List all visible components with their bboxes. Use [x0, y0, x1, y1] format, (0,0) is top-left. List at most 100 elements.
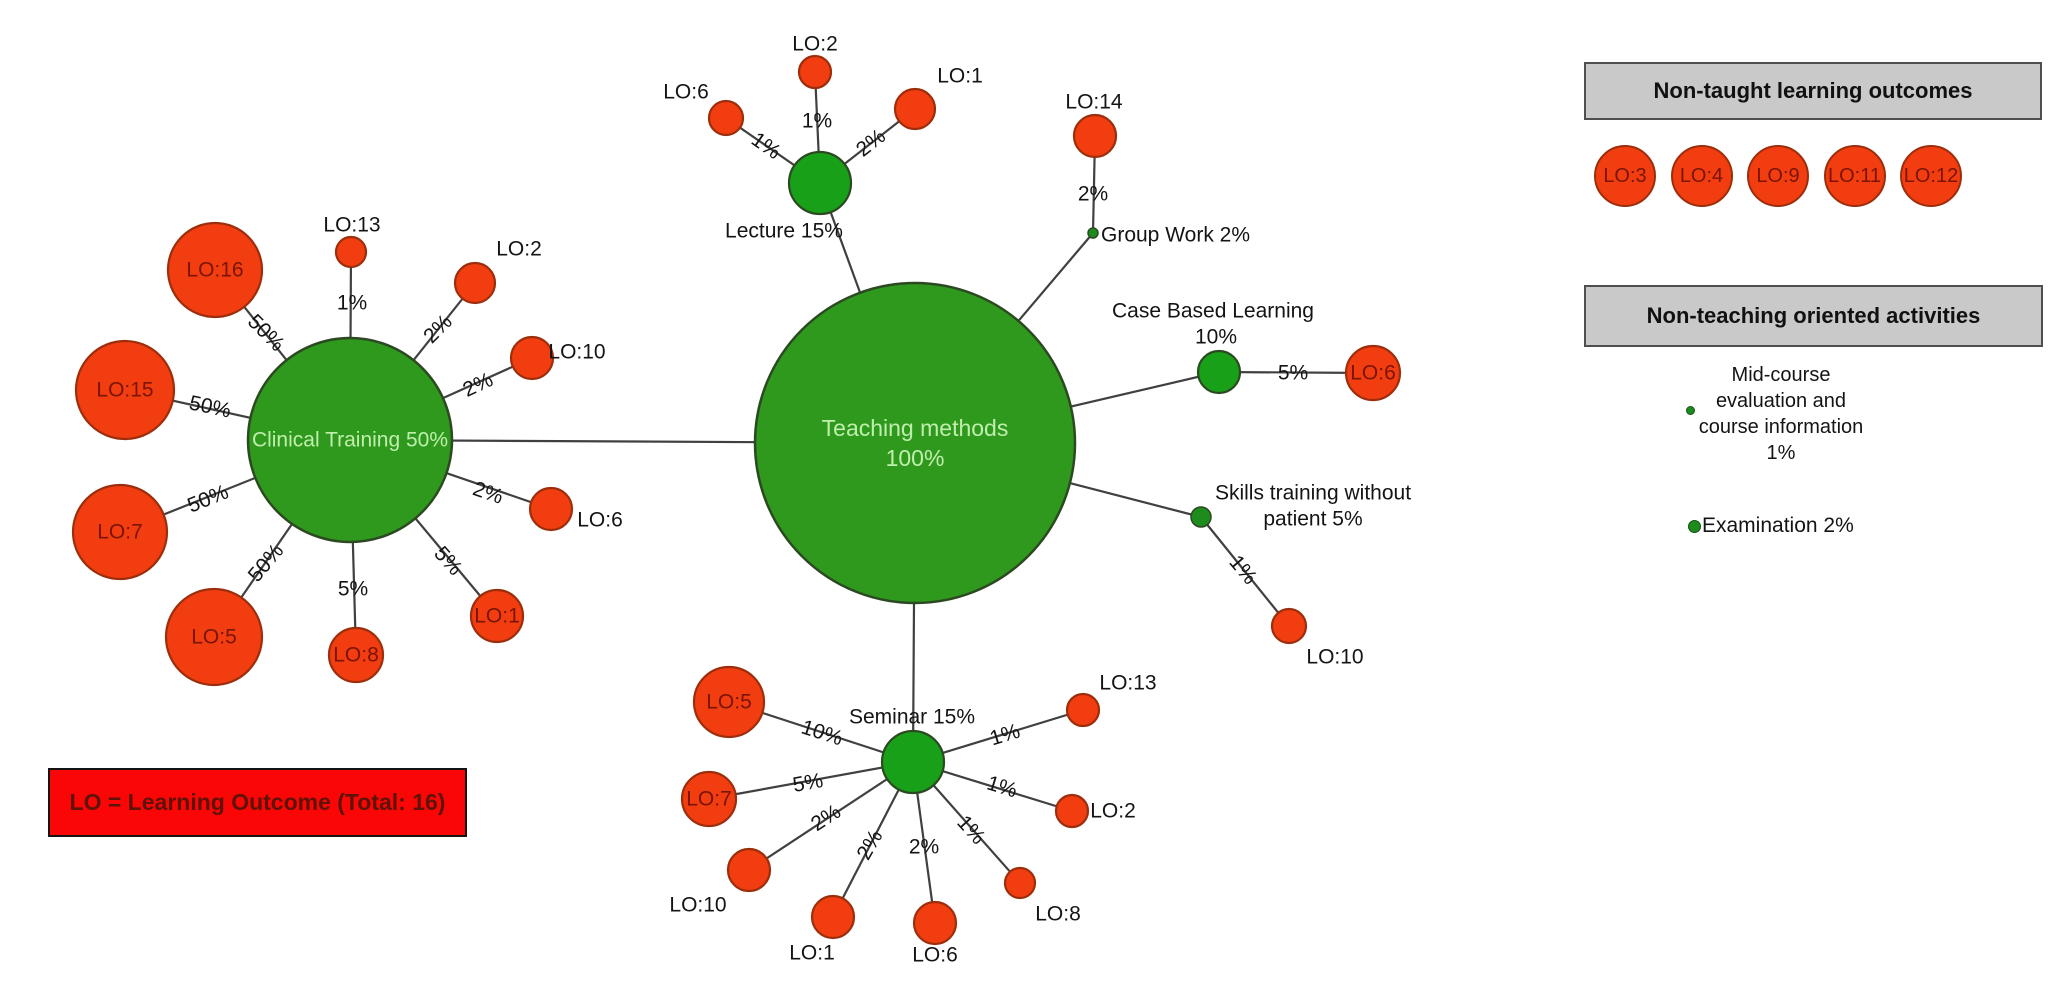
node-c5 — [164, 587, 264, 687]
node-se6 — [912, 900, 958, 946]
edge-label-clinical-c7: 50% — [184, 480, 232, 517]
floating-label: LO:13 — [1099, 672, 1156, 695]
floating-label: Group Work 2% — [1101, 224, 1250, 247]
node-l6 — [707, 99, 745, 137]
non-taught-lo-chip: LO:11 — [1823, 145, 1886, 207]
examination-label: Examination 2% — [1702, 514, 1854, 537]
edge-label-case-cb6: 5% — [1278, 362, 1308, 385]
floating-label: 10% — [1195, 326, 1237, 349]
node-c7 — [71, 483, 169, 581]
edge-label-clinical-c6: 2% — [470, 477, 506, 509]
floating-label: patient 5% — [1263, 508, 1362, 531]
node-label-c1: LO:1 — [474, 605, 520, 628]
node-label-clinical: Clinical Training 50% — [252, 429, 448, 452]
edge-label-group-g14: 2% — [1078, 183, 1108, 206]
non-taught-lo-chip: LO:9 — [1747, 145, 1809, 207]
edge-label-seminar-se2: 1% — [984, 772, 1020, 803]
floating-label: LO:1 — [937, 65, 983, 88]
floating-label: LO:2 — [792, 33, 838, 56]
node-c6 — [528, 486, 574, 532]
node-lecture — [787, 150, 853, 216]
mid-course-line: course information — [1698, 416, 1864, 438]
floating-label: LO:10 — [1306, 646, 1363, 669]
floating-label: LO:14 — [1065, 91, 1123, 114]
floating-label: LO:13 — [323, 214, 380, 237]
node-se2 — [1054, 793, 1090, 829]
node-label-se5: LO:5 — [706, 691, 752, 714]
edge-label-seminar-se13: 1% — [987, 720, 1023, 751]
floating-label: Skills training without — [1215, 482, 1411, 505]
edge-label-seminar-se7: 5% — [791, 769, 825, 797]
edge-label-clinical-c2: 2% — [419, 310, 457, 348]
node-c10 — [509, 335, 555, 381]
node-se7 — [680, 770, 738, 828]
edge-label-lecture-l6: 1% — [747, 128, 785, 164]
floating-label: LO:2 — [1090, 800, 1136, 823]
node-label-c15: LO:15 — [96, 379, 153, 402]
node-l1 — [893, 87, 937, 131]
node-label-c5: LO:5 — [191, 626, 237, 649]
edge-label-seminar-se1: 2% — [852, 826, 887, 864]
node-c2 — [453, 261, 497, 305]
edge-label-clinical-c15: 50% — [187, 391, 233, 422]
mid-course-line: 1% — [1766, 442, 1796, 464]
node-label-c7: LO:7 — [97, 521, 143, 544]
node-c15 — [74, 339, 176, 441]
non-taught-lo-chip: LO:3 — [1594, 145, 1656, 207]
floating-label: Seminar 15% — [849, 706, 975, 729]
floating-label: LO:10 — [548, 341, 605, 364]
floating-label: LO:10 — [669, 894, 726, 917]
node-c8 — [327, 626, 385, 684]
edge-label-skills-s10: 1% — [1224, 551, 1261, 589]
floating-label: LO:6 — [912, 944, 958, 967]
edge-label-clinical-c10: 2% — [459, 368, 496, 402]
node-se5 — [692, 665, 766, 739]
node-se1 — [810, 894, 856, 940]
node-label-teaching: Teaching methods — [822, 415, 1009, 441]
non-taught-outcomes-header: Non-taught learning outcomes — [1584, 62, 2042, 120]
mid-course-line: Mid-course — [1731, 364, 1831, 386]
node-skills — [1190, 506, 1212, 528]
floating-label: LO:1 — [789, 942, 835, 965]
node-l2 — [797, 54, 833, 90]
node-s10 — [1270, 607, 1308, 645]
edge-label-clinical-c8: 5% — [338, 578, 368, 601]
node-case — [1196, 349, 1242, 395]
edge-label-clinical-c13: 1% — [337, 292, 367, 315]
legend-box: LO = Learning Outcome (Total: 16) — [48, 768, 467, 837]
node-se13 — [1065, 692, 1101, 728]
node-label-teaching: 100% — [886, 445, 945, 471]
edge-label-seminar-se10: 2% — [807, 800, 845, 836]
edge-label-lecture-l2: 1% — [802, 110, 832, 133]
node-clinical — [246, 336, 454, 544]
non-teaching-activities-header: Non-teaching oriented activities — [1584, 285, 2043, 347]
non-taught-lo-chip: LO:4 — [1670, 145, 1733, 207]
edge-seminar-se10 — [748, 761, 914, 871]
mid-course-line: evaluation and — [1715, 390, 1847, 412]
floating-label: Case Based Learning — [1112, 300, 1314, 323]
edge-label-seminar-se5: 10% — [798, 716, 845, 751]
node-cb6 — [1344, 344, 1402, 402]
node-c13 — [334, 235, 368, 269]
node-c1 — [469, 588, 525, 644]
node-c16 — [166, 221, 264, 319]
node-se8 — [1003, 866, 1037, 900]
floating-label: LO:6 — [577, 509, 623, 532]
node-seminar — [880, 729, 946, 795]
node-label-c8: LO:8 — [333, 644, 379, 667]
node-g14 — [1072, 113, 1118, 159]
node-se10 — [726, 847, 772, 893]
node-label-c16: LO:16 — [186, 259, 243, 282]
mid-course-activity-label: Mid-course evaluation and course informa… — [1641, 362, 1921, 466]
node-teaching — [753, 281, 1077, 605]
floating-label: LO:6 — [663, 81, 709, 104]
node-group — [1087, 227, 1099, 239]
edge-skills-s10 — [1200, 516, 1290, 627]
edge-label-clinical-c16: 50% — [243, 310, 289, 356]
node-label-cb6: LO:6 — [1350, 362, 1396, 385]
floating-label: LO:2 — [496, 238, 542, 261]
edge-label-seminar-se6: 2% — [909, 836, 939, 859]
floating-label: LO:8 — [1035, 903, 1081, 926]
edge-seminar-se7 — [708, 760, 914, 801]
